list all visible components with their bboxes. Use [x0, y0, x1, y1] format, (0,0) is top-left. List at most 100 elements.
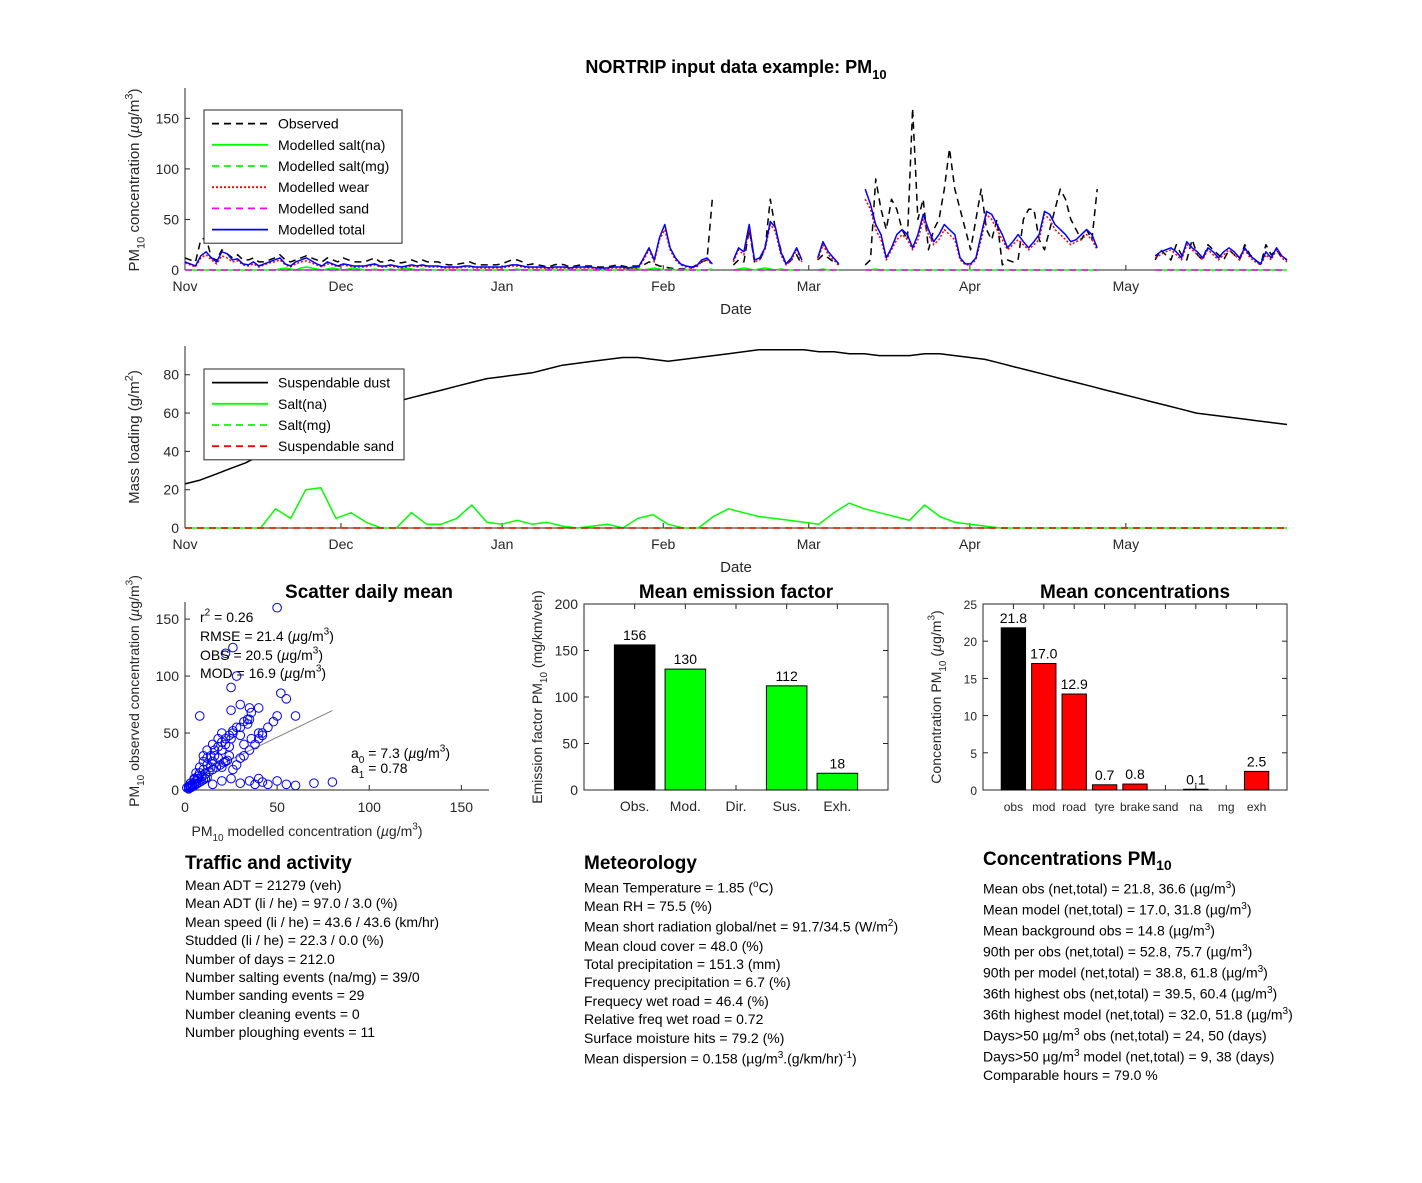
y-tick-label: 60: [163, 405, 179, 421]
met-wet-road: Frequecy wet road = 46.4 (%): [584, 992, 769, 1009]
scatter-point: [244, 745, 255, 755]
traffic-line: Number sanding events = 29: [185, 987, 365, 1004]
x-tick-label: Exh.: [823, 798, 851, 814]
scatter-point: [281, 779, 292, 790]
x-tick-label: Dec: [328, 278, 353, 294]
bar-label: 0.1: [1186, 771, 1206, 787]
figure-title: NORTRIP input data example: PM10: [585, 57, 886, 82]
bar-label: 17.0: [1030, 646, 1057, 662]
scatter-point: [235, 699, 246, 710]
y-axis-label-text: PM10 observed concentration (µg/m3): [125, 575, 147, 807]
met-temperature: Mean Temperature = 1.85 (oC): [584, 879, 774, 896]
traffic-line: Number salting events (na/mg) = 39/0: [185, 969, 420, 986]
met-rel-wet-road: Relative freq wet road = 0.72: [584, 1011, 764, 1028]
conc-line: Days>50 µg/m3 model (net,total) = 9, 38 …: [983, 1048, 1275, 1065]
met-moisture: Surface moisture hits = 79.2 (%): [584, 1029, 785, 1046]
scatter-point: [207, 739, 218, 750]
y-tick-label: 50: [163, 211, 179, 227]
x-tick-label: 100: [358, 799, 382, 815]
y-tick-label: 0: [970, 784, 977, 798]
met-precip: Total precipitation = 151.3 (mm): [584, 955, 781, 972]
met-dispersion: Mean dispersion = 0.158 (µg/m3.(g/km/hr)…: [584, 1049, 857, 1067]
y-axis-label: PM10 concentration (µg/m3): [123, 89, 147, 272]
scatter-point: [205, 762, 216, 773]
conc-line: 36th highest model (net,total) = 32.0, 5…: [983, 1006, 1293, 1023]
scatter-point: [257, 728, 268, 738]
conc-line: Days>50 µg/m3 obs (net,total) = 24, 50 (…: [983, 1027, 1267, 1044]
scatter-point: [209, 745, 220, 755]
scatter-point: [263, 722, 273, 733]
conc-line: 90th per obs (net,total) = 52.8, 75.7 (µ…: [983, 942, 1253, 960]
scatter-point: [244, 703, 255, 713]
x-tick-label: Jan: [491, 536, 514, 552]
scatter-point: [290, 711, 301, 721]
scatter-point: [263, 779, 273, 790]
legend-label: Modelled sand: [278, 200, 369, 216]
scatter-point: [309, 778, 319, 788]
legend-box: [203, 368, 405, 461]
scatter-point: [217, 776, 227, 786]
bar: [1122, 783, 1148, 791]
series-line-observed: [184, 107, 1288, 270]
chart-title: Scatter daily mean: [285, 582, 453, 603]
conc-line: 90th per model (net,total) = 38.8, 61.8 …: [983, 964, 1268, 981]
chart-pm10: 0 50 100 150 Nov Dec Jan Feb Mar Apr May Date PM10 c…: [123, 88, 1288, 318]
y-tick-label: 100: [555, 689, 579, 705]
bar-label: 112: [776, 668, 799, 684]
scatter-point: [194, 711, 205, 721]
conc-line: Mean obs (net,total) = 21.8, 36.6 (µg/m3…: [983, 879, 1236, 897]
legend-label: Observed: [278, 116, 339, 132]
x-tick-label: May: [1113, 278, 1139, 294]
bar: [1031, 663, 1057, 791]
scatter-point: [185, 781, 196, 792]
bar-label: 2.5: [1247, 753, 1267, 769]
chart-conc: Mean concentrations 0 5 10 15 20 25 obs 21.8 mod 1…: [927, 582, 1288, 814]
scatter-point: [228, 642, 238, 653]
series-line-modelled-total: [184, 188, 1288, 269]
conc-line: 36th highest obs (net,total) = 39.5, 60.…: [983, 985, 1278, 1002]
y-axis-label-text: Mass loading (g/m2): [123, 370, 143, 504]
x-tick-label: Apr: [959, 536, 981, 552]
chart-mass: 0 20 40 60 80 Nov Dec Jan Feb Mar Apr May Date Mass l…: [123, 346, 1288, 576]
legend-label: Suspendable sand: [278, 438, 394, 454]
y-tick-label: 5: [970, 747, 977, 761]
x-tick-label: obs: [1004, 800, 1023, 814]
legend-label: Salt(na): [278, 396, 327, 412]
conc-line: Comparable hours = 79.0 %: [983, 1067, 1158, 1084]
x-tick-label: Jan: [491, 278, 514, 294]
x-axis-label: PM10 modelled concentration (µg/m3): [192, 822, 423, 844]
y-tick-label: 10: [964, 710, 978, 724]
meteorology-panel: Meteorology Mean Temperature = 1.85 (oC)…: [584, 852, 898, 1068]
y-tick-label: 150: [156, 110, 180, 126]
y-axis-label-text: Emission factor PM10 (mg/km/veh): [529, 590, 550, 803]
y-tick-label: 0: [171, 520, 179, 536]
scatter-point: [217, 737, 227, 747]
x-tick-label: Mar: [797, 278, 821, 294]
x-tick-label: May: [1113, 536, 1139, 552]
y-tick-label: 20: [964, 635, 978, 649]
scatter-point: [257, 777, 268, 787]
legend-label: Suspendable dust: [278, 375, 390, 391]
y-tick-label: 100: [156, 668, 180, 684]
traffic-line: Mean ADT (li / he) = 97.0 / 3.0 (%): [185, 895, 398, 912]
x-axis-label: Date: [720, 559, 752, 576]
annotation-rmse: RMSE = 21.4 (µg/m3): [200, 627, 334, 644]
bar: [765, 685, 808, 791]
bar: [1000, 627, 1027, 791]
scatter-point: [239, 739, 249, 750]
bar: [1091, 784, 1118, 791]
scatter-point: [290, 780, 301, 791]
scatter-point: [231, 671, 242, 681]
bar: [1183, 788, 1209, 791]
traffic-line: Mean speed (li / he) = 43.6 / 43.6 (km/h…: [185, 913, 440, 930]
annotation-r2: r2 = 0.26: [200, 608, 254, 625]
x-tick-label: Nov: [173, 278, 198, 294]
bar: [1243, 770, 1270, 791]
x-tick-label: road: [1062, 800, 1086, 814]
scatter-point: [257, 730, 268, 741]
scatter-point: [253, 703, 264, 713]
scatter-point: [272, 602, 282, 613]
y-tick-label: 0: [171, 782, 179, 798]
y-axis-label: Mass loading (g/m2): [123, 370, 143, 504]
legend-label: Modelled salt(na): [278, 137, 385, 153]
